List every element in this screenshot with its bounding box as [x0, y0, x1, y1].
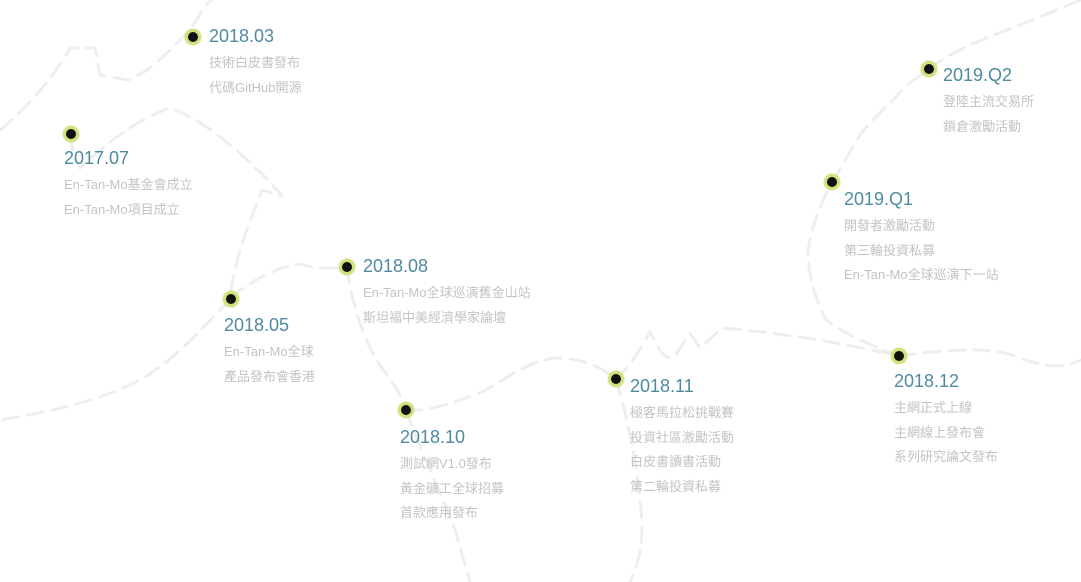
milestone-event: 鎖倉激勵活動	[943, 118, 1022, 134]
milestone-event: En-Tan-Mo項目成立	[64, 201, 180, 217]
milestone-2017-07: 2017.07 En-Tan-Mo基金會成立 En-Tan-Mo項目成立	[64, 147, 193, 222]
milestone-event: 首款應用發布	[400, 505, 479, 520]
milestone-2018-12: 2018.12 主網正式上線 主網線上發布會 系列研究論文發布	[894, 370, 998, 470]
milestone-event: 斯坦福中美經濟學家論壇	[363, 309, 507, 325]
milestone-event: 技術白皮書發布	[209, 55, 301, 70]
milestone-dot-2018-05[interactable]	[223, 291, 239, 307]
milestone-date: 2019.Q1	[844, 189, 914, 209]
milestone-event: 系列研究論文發布	[894, 449, 999, 464]
milestone-dot-2018-10[interactable]	[398, 402, 414, 418]
milestone-dot-2018-12[interactable]	[891, 348, 907, 364]
milestone-event: 代碼GitHub開源	[209, 79, 302, 95]
milestone-event: 開發者激勵活動	[844, 218, 936, 233]
milestone-date: 2018.05	[224, 315, 290, 335]
milestone-date: 2018.12	[894, 371, 960, 391]
milestone-event: 第三輪投資私募	[844, 242, 936, 258]
milestone-2019-q2: 2019.Q2 登陸主流交易所 鎖倉激勵活動	[943, 64, 1034, 139]
milestone-date: 2018.10	[400, 427, 466, 447]
milestone-2019-q1: 2019.Q1 開發者激勵活動 第三輪投資私募 En-Tan-Mo全球巡演下一站	[844, 188, 999, 288]
milestone-event: 主網正式上線	[894, 400, 973, 415]
milestone-event: 產品發布會香港	[224, 368, 316, 384]
milestone-date: 2018.08	[363, 256, 429, 276]
milestone-dot-2018-03[interactable]	[185, 29, 201, 45]
milestone-event: 極客馬拉松挑戰賽	[630, 405, 735, 420]
milestone-dot-2017-07[interactable]	[63, 126, 79, 142]
milestone-date: 2018.03	[209, 26, 275, 46]
milestone-event: En-Tan-Mo全球巡演舊金山站	[363, 285, 531, 300]
milestone-2018-05: 2018.05 En-Tan-Mo全球 產品發布會香港	[224, 314, 315, 389]
milestone-dot-2019-q1[interactable]	[824, 174, 840, 190]
milestone-2018-11: 2018.11 極客馬拉松挑戰賽 投資社區激勵活動 白皮書讀書活動 第二輪投資私募	[630, 375, 734, 499]
milestone-2018-08: 2018.08 En-Tan-Mo全球巡演舊金山站 斯坦福中美經濟學家論壇	[363, 255, 531, 330]
milestone-date: 2017.07	[64, 148, 130, 168]
milestone-2018-03: 2018.03 技術白皮書發布 代碼GitHub開源	[209, 25, 301, 100]
milestone-event: 投資社區激勵活動	[630, 429, 735, 445]
milestone-event: 主網線上發布會	[894, 424, 986, 440]
milestone-event: 黃金礦工全球招募	[400, 480, 505, 496]
milestone-event: 測試網V1.0發布	[400, 456, 492, 471]
milestone-event: 第二輪投資私募	[630, 478, 722, 494]
milestone-date: 2019.Q2	[943, 65, 1013, 85]
milestone-dot-2018-11[interactable]	[608, 371, 624, 387]
milestone-event: 登陸主流交易所	[943, 94, 1035, 109]
milestone-event: En-Tan-Mo基金會成立	[64, 177, 193, 192]
milestone-date: 2018.11	[630, 376, 694, 396]
milestone-event: En-Tan-Mo全球巡演下一站	[844, 267, 999, 282]
milestone-2018-10: 2018.10 測試網V1.0發布 黃金礦工全球招募 首款應用發布	[400, 426, 504, 526]
milestone-dot-2018-08[interactable]	[339, 259, 355, 275]
milestone-event: En-Tan-Mo全球	[224, 344, 314, 359]
milestone-event: 白皮書讀書活動	[630, 454, 722, 469]
milestone-dot-2019-q2[interactable]	[921, 61, 937, 77]
